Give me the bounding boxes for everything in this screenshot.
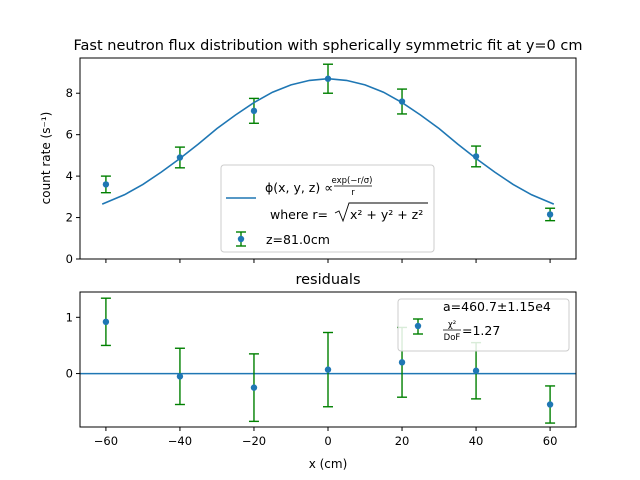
top-y-tick-label: 8 bbox=[66, 86, 73, 100]
bottom-legend-box bbox=[397, 298, 570, 352]
fit-formula-main: ϕ(x, y, z) ∝ bbox=[265, 180, 333, 195]
bottom-x-tick-label: 0 bbox=[324, 434, 331, 448]
bottom-y-ticks: 01 bbox=[66, 310, 80, 381]
fit-formula-numerator: exp(−r/σ) bbox=[331, 176, 372, 186]
top-y-tick-label: 2 bbox=[66, 211, 73, 225]
top-legend: ϕ(x, y, z) ∝ exp(−r/σ) r where r= x² + y… bbox=[220, 164, 435, 253]
top-y-tick-label: 0 bbox=[66, 252, 73, 266]
bottom-y-tick-label: 1 bbox=[66, 310, 73, 324]
points-legend-marker bbox=[237, 235, 245, 243]
bottom-data-point bbox=[250, 384, 258, 391]
bottom-data-point bbox=[546, 401, 554, 408]
sqrt-sign bbox=[334, 202, 428, 223]
top-y-tick-label: 4 bbox=[66, 169, 73, 183]
bottom-legend: a=460.7±1.15e4 χ² DoF =1.27 bbox=[397, 298, 570, 352]
fit-formula-where: where r= bbox=[270, 207, 328, 222]
points-legend-label: z=81.0cm bbox=[266, 232, 330, 247]
bottom-x-tick-label: 60 bbox=[543, 434, 558, 448]
bottom-plot-area bbox=[80, 297, 576, 424]
chi-numerator: χ² bbox=[448, 320, 456, 330]
bottom-data-point bbox=[176, 373, 184, 380]
top-plot: Fast neutron flux distribution with sphe… bbox=[39, 38, 582, 266]
top-data-point bbox=[546, 211, 554, 218]
top-y-ticks: 0 2 4 6 8 bbox=[66, 86, 80, 266]
bottom-data-point bbox=[472, 367, 480, 374]
top-x-ticks bbox=[105, 259, 551, 263]
top-y-tick-label: 6 bbox=[66, 128, 73, 142]
chi-denominator: DoF bbox=[444, 333, 461, 343]
bottom-data-point bbox=[324, 366, 332, 373]
bottom-data-point bbox=[102, 318, 110, 326]
fit-formula-sqrt-body: x² + y² + z² bbox=[350, 207, 423, 222]
bottom-plot: residuals 01 −60 −40 −20 0 20 40 60 x (cm) a=4… bbox=[66, 272, 577, 471]
top-plot-area bbox=[100, 63, 556, 222]
top-data-point bbox=[250, 107, 258, 115]
residual-legend-marker bbox=[414, 322, 422, 330]
top-fit-curve bbox=[101, 77, 555, 205]
top-legend-box bbox=[220, 164, 435, 253]
bottom-x-tick-label: 20 bbox=[395, 434, 410, 448]
chi-value: =1.27 bbox=[462, 323, 500, 338]
fit-param-text: a=460.7±1.15e4 bbox=[443, 299, 551, 314]
bottom-x-axis-label: x (cm) bbox=[309, 457, 348, 471]
fit-formula-denominator: r bbox=[351, 188, 355, 198]
bottom-x-tick-label: −60 bbox=[94, 434, 118, 448]
bottom-data-point bbox=[398, 359, 406, 366]
bottom-x-tick-label: −40 bbox=[168, 434, 192, 448]
bottom-x-ticks: −60 −40 −20 0 20 40 60 bbox=[94, 427, 558, 448]
top-chart-title: Fast neutron flux distribution with sphe… bbox=[74, 38, 583, 54]
top-y-axis-label: count rate (s⁻¹) bbox=[39, 112, 53, 205]
bottom-y-tick-label: 0 bbox=[66, 367, 73, 381]
bottom-x-tick-label: 40 bbox=[469, 434, 484, 448]
top-data-point bbox=[102, 181, 110, 188]
bottom-chart-title: residuals bbox=[295, 272, 360, 288]
bottom-x-tick-label: −20 bbox=[242, 434, 266, 448]
